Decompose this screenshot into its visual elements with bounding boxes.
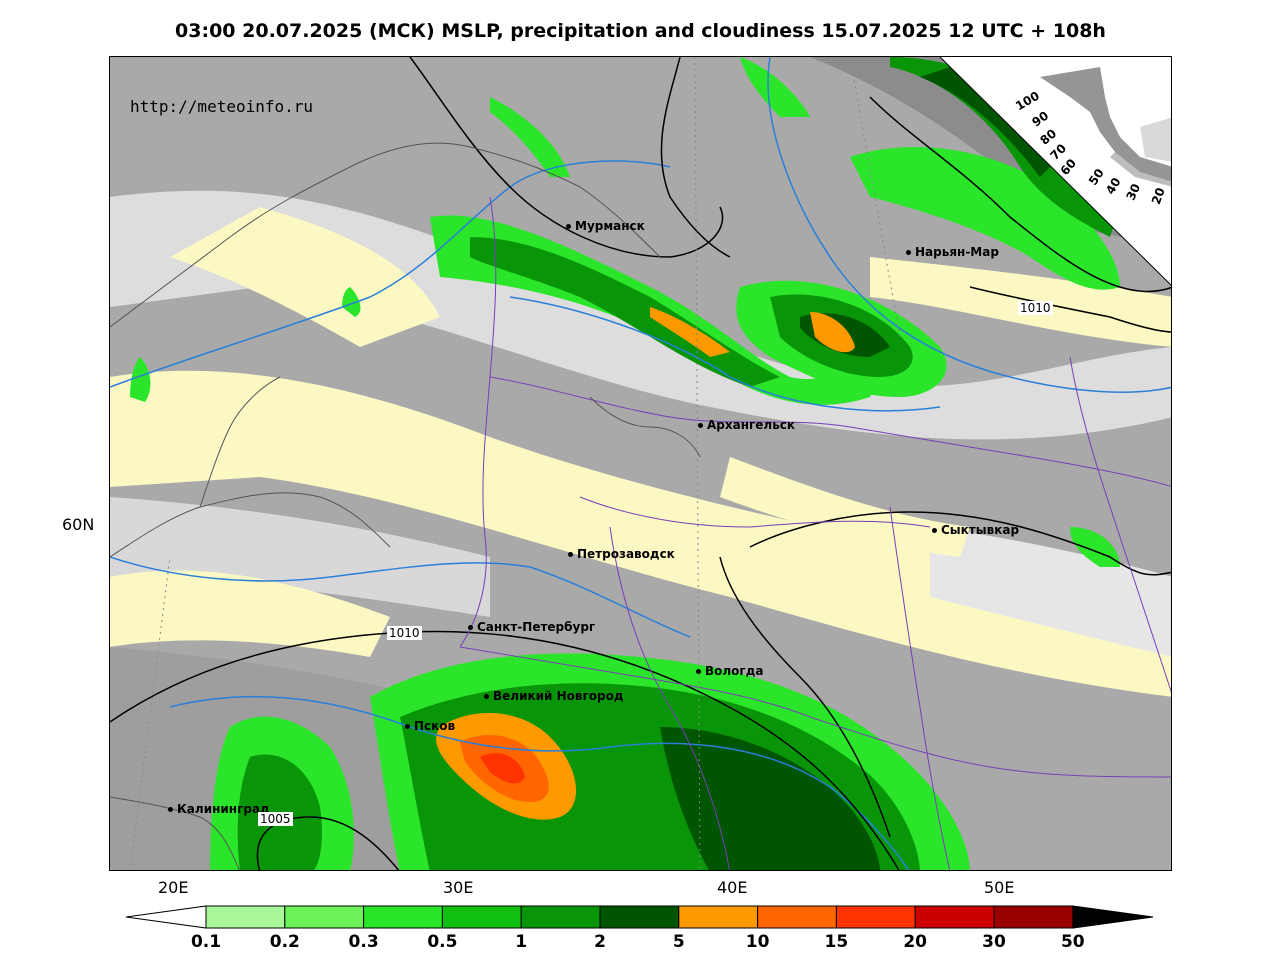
legend-label: 0.1 (190, 932, 222, 952)
city-marker[interactable]: Псков (405, 719, 455, 733)
legend-label: 10 (745, 932, 770, 952)
legend-swatch (441, 905, 522, 929)
legend-label: 50 (1060, 932, 1085, 952)
city-label: Вологда (705, 664, 764, 678)
legend-label: 5 (672, 932, 685, 952)
legend-label: 1 (515, 932, 528, 952)
city-marker[interactable]: Вологда (696, 664, 763, 678)
legend-swatch (205, 905, 286, 929)
map-canvas (110, 57, 1171, 870)
legend-label: 0.3 (348, 932, 379, 952)
map-title: 03:00 20.07.2025 (МСК) MSLP, precipitati… (175, 20, 1106, 42)
legend-swatch (599, 905, 680, 929)
city-dot-icon (906, 250, 911, 255)
legend-label: 20 (903, 932, 928, 952)
isobar-label: 1010 (387, 626, 422, 640)
longitude-label: 50E (984, 878, 1015, 897)
legend-swatch (993, 905, 1074, 929)
legend-label: 15 (824, 932, 849, 952)
website-label[interactable]: http://meteoinfo.ru (130, 97, 314, 116)
latitude-label: 60N (62, 515, 95, 534)
legend-swatch (284, 905, 365, 929)
city-dot-icon (484, 694, 489, 699)
legend-swatch (520, 905, 601, 929)
city-marker[interactable]: Нарьян-Мар (906, 245, 999, 259)
city-label: Калининград (177, 802, 270, 816)
city-label: Псков (414, 719, 456, 733)
legend-swatch (835, 905, 916, 929)
isobar-label: 1010 (1018, 301, 1053, 315)
city-marker[interactable]: Сыктывкар (932, 523, 1019, 537)
legend-swatch (757, 905, 837, 929)
city-dot-icon (698, 423, 703, 428)
legend-label: 0.2 (269, 932, 300, 952)
legend-swatch (914, 905, 995, 929)
city-dot-icon (168, 807, 173, 812)
legend-label: 30 (982, 932, 1006, 952)
legend-min-arrow (126, 905, 207, 929)
city-marker[interactable]: Великий Новгород (484, 689, 624, 703)
city-dot-icon (696, 669, 701, 674)
city-marker[interactable]: Петрозаводск (568, 547, 675, 561)
city-marker[interactable]: Мурманск (566, 219, 645, 233)
city-label: Мурманск (575, 219, 645, 233)
isobar-label: 1005 (258, 812, 293, 826)
city-marker[interactable]: Санкт-Петербург (468, 620, 595, 634)
legend-swatch (678, 905, 759, 929)
legend-label: 0.5 (427, 932, 458, 952)
longitude-label: 40E (717, 878, 748, 897)
city-dot-icon (568, 552, 573, 557)
map-area[interactable]: http://meteoinfo.ru 100 90 80 70 60 50 4… (109, 56, 1172, 871)
city-dot-icon (566, 224, 571, 229)
city-label: Сыктывкар (941, 523, 1020, 537)
legend-swatch (363, 905, 443, 929)
city-marker[interactable]: Архангельск (698, 418, 795, 432)
city-marker[interactable]: Калининград (168, 802, 270, 816)
city-label: Нарьян-Мар (915, 245, 999, 259)
longitude-label: 30E (443, 878, 474, 897)
city-label: Великий Новгород (493, 689, 624, 703)
legend-max-arrow (1072, 905, 1154, 929)
longitude-label: 20E (158, 878, 189, 897)
city-label: Архангельск (707, 418, 796, 432)
precipitation-legend-bar (126, 905, 1154, 929)
city-dot-icon (468, 625, 473, 630)
city-dot-icon (932, 528, 937, 533)
city-label: Петрозаводск (577, 547, 675, 561)
legend-label: 2 (594, 932, 606, 952)
city-label: Санкт-Петербург (477, 620, 596, 634)
city-dot-icon (405, 724, 410, 729)
